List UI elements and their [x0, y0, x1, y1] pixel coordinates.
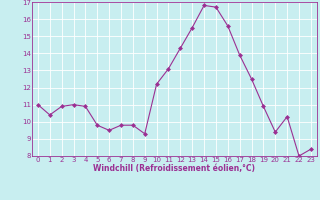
X-axis label: Windchill (Refroidissement éolien,°C): Windchill (Refroidissement éolien,°C)	[93, 164, 255, 173]
